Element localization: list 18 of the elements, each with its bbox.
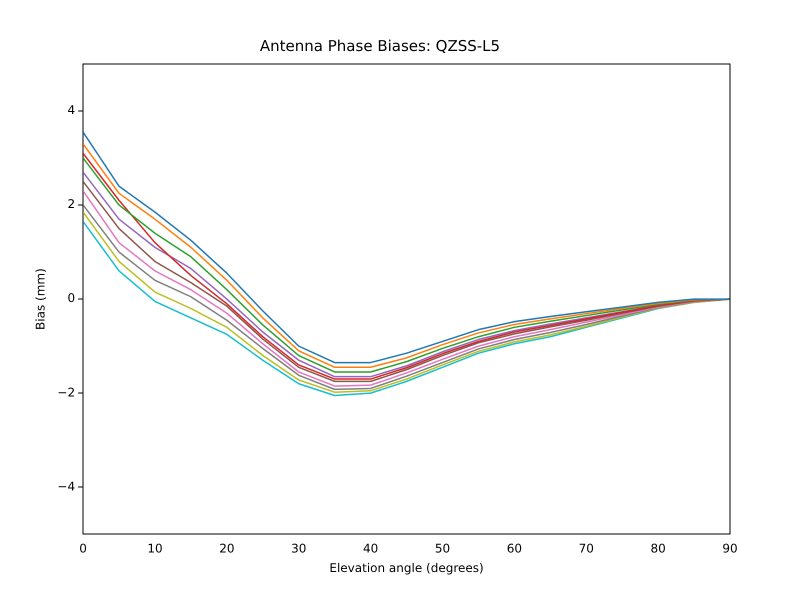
chart-title: Antenna Phase Biases: QZSS-L5: [260, 36, 500, 55]
y-tick-label: −2: [57, 385, 76, 400]
y-axis-title: Bias (mm): [33, 268, 48, 330]
y-tick-label: 2: [67, 197, 76, 212]
y-tick-label: 4: [67, 103, 76, 118]
y-tick-label: 0: [67, 291, 76, 306]
x-tick-label: 50: [434, 542, 450, 556]
x-tick-label: 20: [219, 542, 234, 556]
x-tick-label: 90: [722, 542, 738, 556]
x-tick-label: 70: [578, 542, 594, 556]
x-tick-label: 0: [79, 542, 87, 556]
x-tick-label: 80: [650, 542, 666, 556]
x-tick-label: 30: [291, 542, 306, 556]
x-tick-label: 60: [506, 542, 522, 556]
x-tick-label: 10: [147, 542, 163, 556]
y-tick-label: −4: [57, 479, 76, 494]
x-tick-label: 40: [362, 542, 378, 556]
x-axis-title: Elevation angle (degrees): [329, 560, 484, 575]
